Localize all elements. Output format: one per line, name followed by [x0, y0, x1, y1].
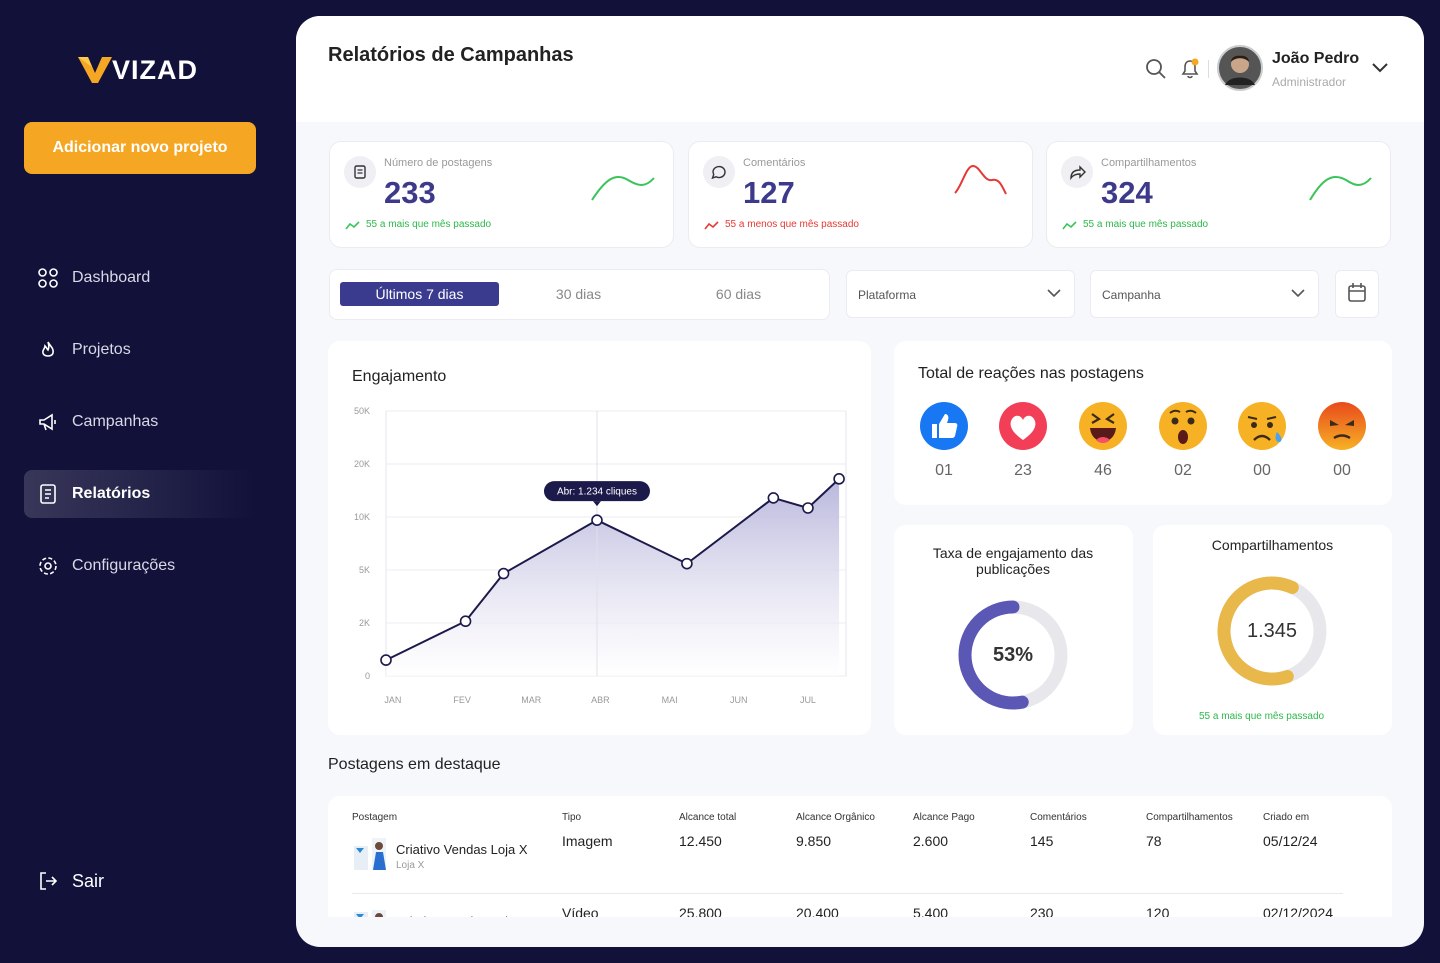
post-name: Criativo Vendas Loja X [396, 915, 528, 917]
divider [1208, 60, 1209, 78]
table-cell: 12.450 [679, 833, 722, 849]
table-title: Postagens em destaque [328, 756, 501, 773]
reactions-card [894, 341, 1392, 505]
post-store: Loja X [396, 860, 425, 871]
shares-value: 1.345 [1246, 620, 1298, 642]
page-title: Relatórios de Campanhas [328, 44, 574, 66]
table-header: Postagem [352, 812, 398, 823]
chart-title: Engajamento [352, 368, 447, 385]
table-header: Tipo [562, 812, 582, 823]
shares-trend: 55 a mais que mês passado [1199, 711, 1325, 722]
table: Postagem Tipo Alcance total Alcance Orgânic… [328, 796, 1392, 917]
nav-icon [39, 557, 57, 575]
nav-item-active[interactable]: Relatórios [72, 485, 151, 502]
post-thumbnail [354, 910, 386, 917]
nav-item[interactable]: Configurações [72, 557, 176, 574]
user-menu-chevron[interactable] [1370, 60, 1390, 76]
nav-icon [39, 413, 56, 431]
dropdown[interactable] [1090, 270, 1319, 318]
stat-value: 233 [384, 175, 436, 210]
table-header: Compartilhamentos [1146, 812, 1233, 823]
engagement-rate-title: Taxa de engajamento das publicações [932, 545, 1094, 577]
bell-icon[interactable] [1178, 57, 1202, 81]
logo-text: VIZAD [112, 55, 198, 85]
reaction-count: 02 [1174, 462, 1192, 479]
table-cell: 2.600 [913, 833, 949, 849]
table-header: Criado em [1263, 812, 1310, 823]
stat-label: Número de postagens [384, 157, 493, 169]
stat-trend: 55 a menos que mês passado [725, 219, 859, 230]
logout[interactable]: Sair [72, 871, 105, 891]
row-divider [352, 893, 1343, 894]
stat-value: 127 [743, 175, 795, 210]
nav-icon [40, 484, 56, 504]
engagement-rate-value: 53% [992, 644, 1034, 666]
reaction-count: 46 [1094, 462, 1112, 479]
stat-card [1046, 141, 1391, 248]
stat-value: 324 [1101, 175, 1153, 210]
table-cell: Imagem [562, 833, 613, 849]
avatar[interactable] [1217, 45, 1263, 91]
table-header: Alcance total [679, 812, 737, 823]
post-name: Criativo Vendas Loja X [396, 842, 528, 857]
table-cell: 78 [1146, 833, 1162, 849]
add-project-label[interactable]: Adicionar novo projeto [52, 139, 228, 156]
nav-item[interactable]: Campanhas [72, 413, 159, 430]
stat-label: Compartilhamentos [1101, 157, 1197, 169]
logout-icon [40, 872, 58, 890]
dropdown[interactable] [846, 270, 1075, 318]
reaction-count: 23 [1014, 462, 1032, 479]
stat-label: Comentários [743, 157, 806, 169]
table-cell: 9.850 [796, 833, 832, 849]
table-cell: 145 [1030, 833, 1054, 849]
chart-card [328, 341, 871, 735]
table-cell: 05/12/24 [1263, 833, 1318, 849]
table-cell: 02/12/2024 [1263, 905, 1334, 917]
table-cell: 230 [1030, 905, 1054, 917]
nav-icon [38, 268, 58, 288]
add-project-button[interactable] [24, 122, 256, 174]
stat-trend: 55 a mais que mês passado [1083, 219, 1209, 230]
period-tabs [329, 269, 830, 320]
table-cell: Vídeo [562, 905, 599, 917]
search-icon[interactable] [1144, 57, 1168, 81]
period-tab[interactable]: Últimos 7 dias [375, 286, 464, 302]
period-tab-active[interactable] [340, 282, 499, 306]
dropdown-label[interactable]: Campanha [1102, 288, 1161, 302]
table-header: Comentários [1030, 812, 1087, 823]
post-thumbnail [354, 838, 386, 870]
user-name: João Pedro [1272, 50, 1360, 67]
stat-card [329, 141, 674, 248]
reactions-title: Total de reações nas postagens [918, 365, 1144, 382]
reaction-count: 00 [1333, 462, 1351, 479]
nav-item[interactable]: Projetos [72, 341, 131, 358]
stat-trend: 55 a mais que mês passado [366, 219, 492, 230]
table-cell: 20.400 [796, 905, 839, 917]
reaction-count: 00 [1253, 462, 1271, 479]
period-tab[interactable]: 30 dias [555, 286, 602, 302]
sidebar: VIZAD Adicionar novo projeto Dashboard P… [0, 0, 296, 963]
table-cell: 5.400 [913, 905, 949, 917]
nav-active-bg [24, 470, 256, 518]
period-tab[interactable]: 60 dias [715, 286, 762, 302]
table-header: Alcance Orgânico [796, 812, 875, 823]
table-header: Alcance Pago [913, 812, 975, 823]
table-cell: 120 [1146, 905, 1170, 917]
reaction-count: 01 [935, 462, 953, 479]
calendar-button[interactable] [1335, 270, 1379, 318]
dropdown-label[interactable]: Plataforma [858, 288, 917, 302]
shares-title: Compartilhamentos [1211, 537, 1334, 553]
user-role: Administrador [1272, 75, 1347, 89]
table-cell: 25.800 [679, 905, 722, 917]
stat-card [688, 141, 1033, 248]
nav-icon [42, 341, 54, 357]
logo-mark [78, 57, 112, 83]
nav-item[interactable]: Dashboard [72, 269, 151, 286]
